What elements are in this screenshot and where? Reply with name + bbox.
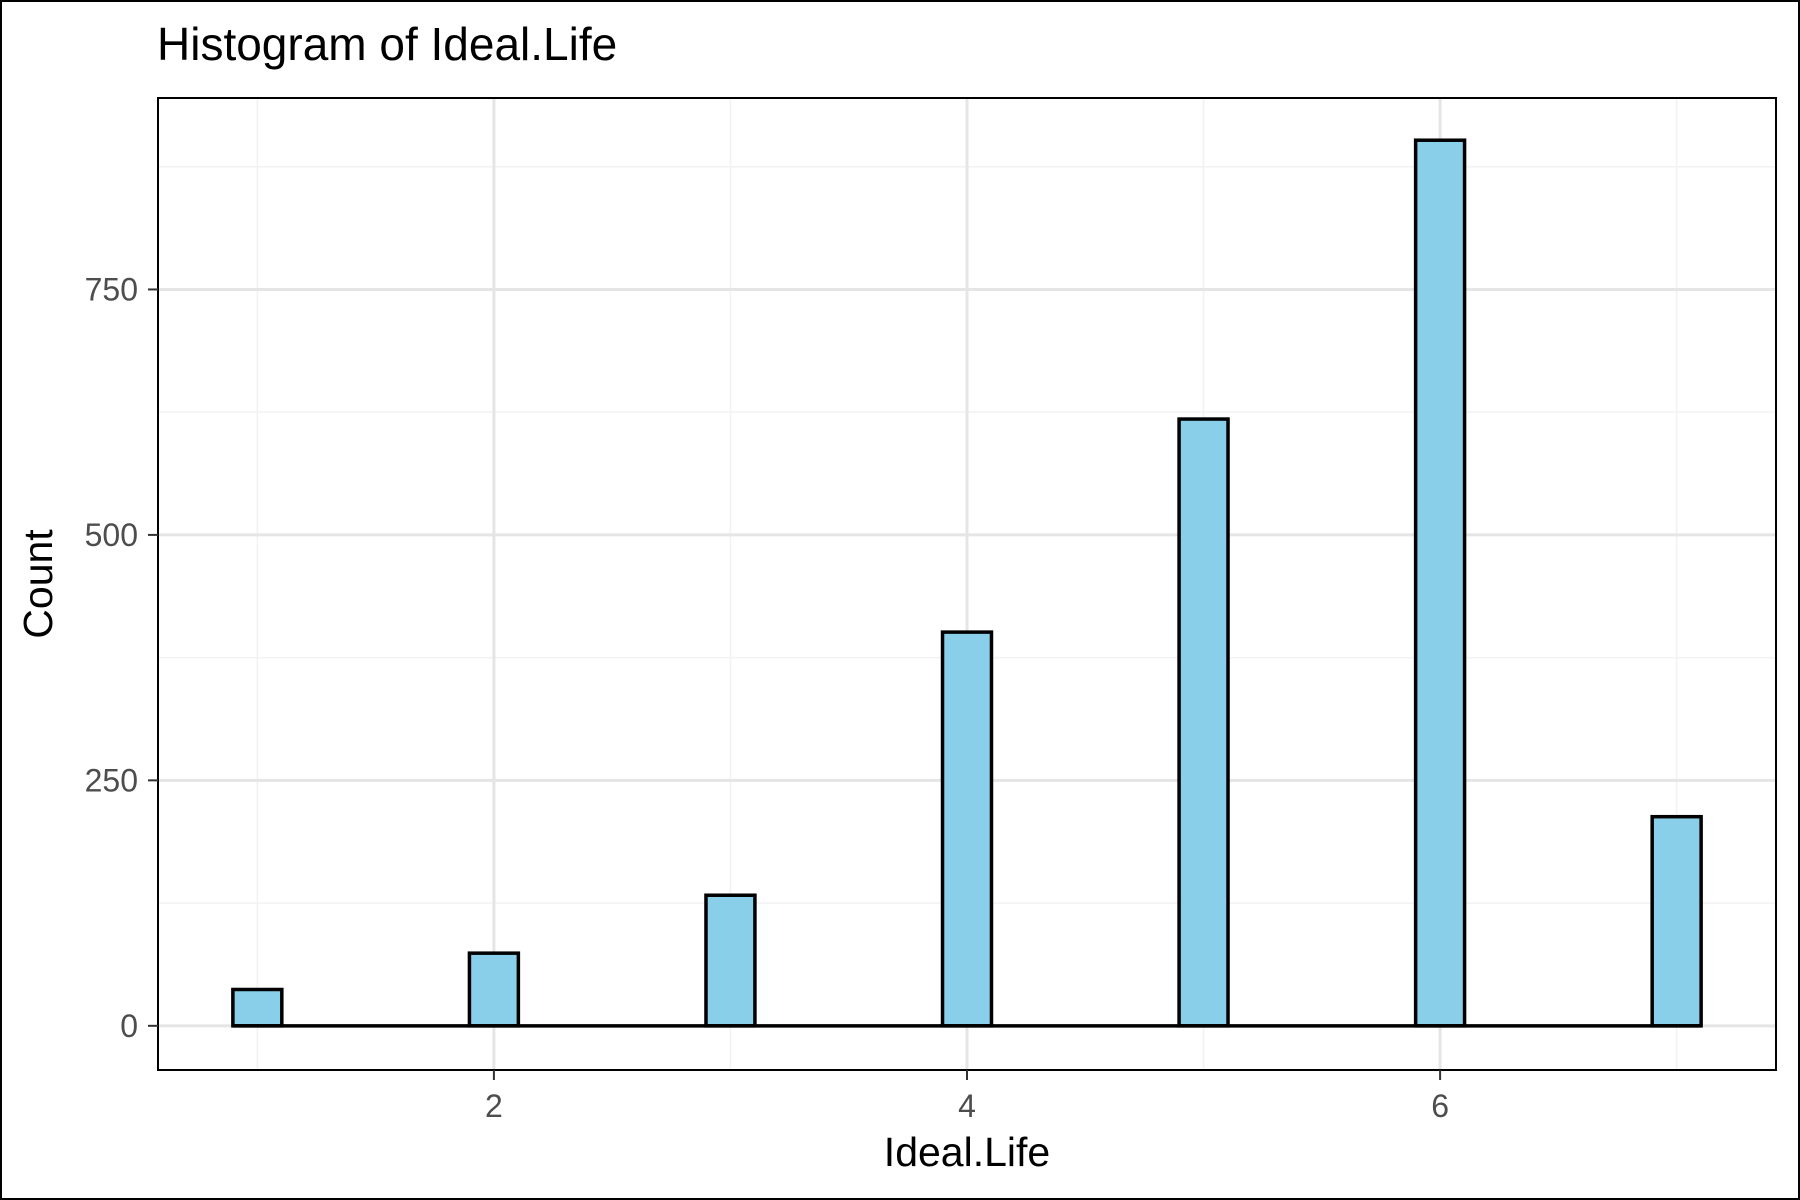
x-axis-title: Ideal.Life [884,1129,1050,1175]
x-tick-label: 4 [958,1088,976,1124]
x-axis: 2 4 6 [485,1070,1449,1124]
chart-title: Histogram of Ideal.Life [157,18,617,70]
x-tick-label: 6 [1431,1088,1449,1124]
histogram-bar [1177,417,1230,1028]
histogram-bar [1650,814,1703,1028]
x-tick-label: 2 [485,1088,503,1124]
y-tick-label: 750 [85,271,138,307]
y-axis: 0 250 500 750 [85,271,158,1044]
y-axis-title: Count [15,529,61,639]
y-tick-label: 500 [85,517,138,553]
histogram-bar [704,893,757,1028]
y-tick-label: 0 [120,1008,138,1044]
y-tick-label: 250 [85,762,138,798]
histogram-bar [1413,138,1467,1028]
bars-group [231,138,1703,1028]
histogram-bar [231,987,284,1028]
histogram-bar [940,630,994,1028]
histogram-bar [467,951,521,1028]
